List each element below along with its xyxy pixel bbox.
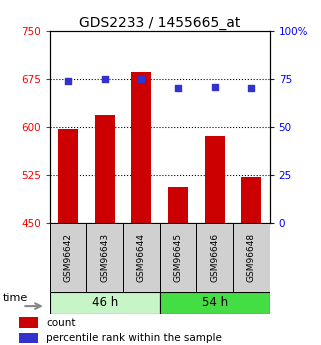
Text: GSM96646: GSM96646: [210, 233, 219, 282]
Bar: [86, 223, 123, 292]
Bar: [50, 223, 86, 292]
Point: [139, 76, 144, 82]
Point: [65, 78, 71, 83]
Point: [102, 76, 107, 82]
Point: [176, 86, 181, 91]
Text: GSM96642: GSM96642: [64, 233, 73, 282]
Bar: [233, 223, 270, 292]
Text: 54 h: 54 h: [202, 296, 228, 309]
Text: GSM96648: GSM96648: [247, 233, 256, 282]
Bar: [204, 136, 225, 223]
Bar: [58, 129, 78, 223]
Text: percentile rank within the sample: percentile rank within the sample: [46, 333, 222, 343]
Bar: [196, 223, 233, 292]
Bar: [19, 333, 39, 344]
Bar: [160, 223, 196, 292]
Bar: [95, 115, 115, 223]
Bar: [241, 177, 261, 223]
Bar: [50, 292, 160, 314]
Bar: [160, 292, 270, 314]
Bar: [123, 223, 160, 292]
Text: GSM96645: GSM96645: [174, 233, 183, 282]
Text: GSM96643: GSM96643: [100, 233, 109, 282]
Point: [249, 86, 254, 91]
Text: count: count: [46, 318, 75, 328]
Text: GSM96644: GSM96644: [137, 233, 146, 282]
Bar: [19, 317, 39, 328]
Text: 46 h: 46 h: [91, 296, 118, 309]
Point: [212, 84, 217, 89]
Title: GDS2233 / 1455665_at: GDS2233 / 1455665_at: [79, 16, 240, 30]
Text: time: time: [3, 293, 28, 303]
Bar: [131, 72, 152, 223]
Bar: [168, 187, 188, 223]
